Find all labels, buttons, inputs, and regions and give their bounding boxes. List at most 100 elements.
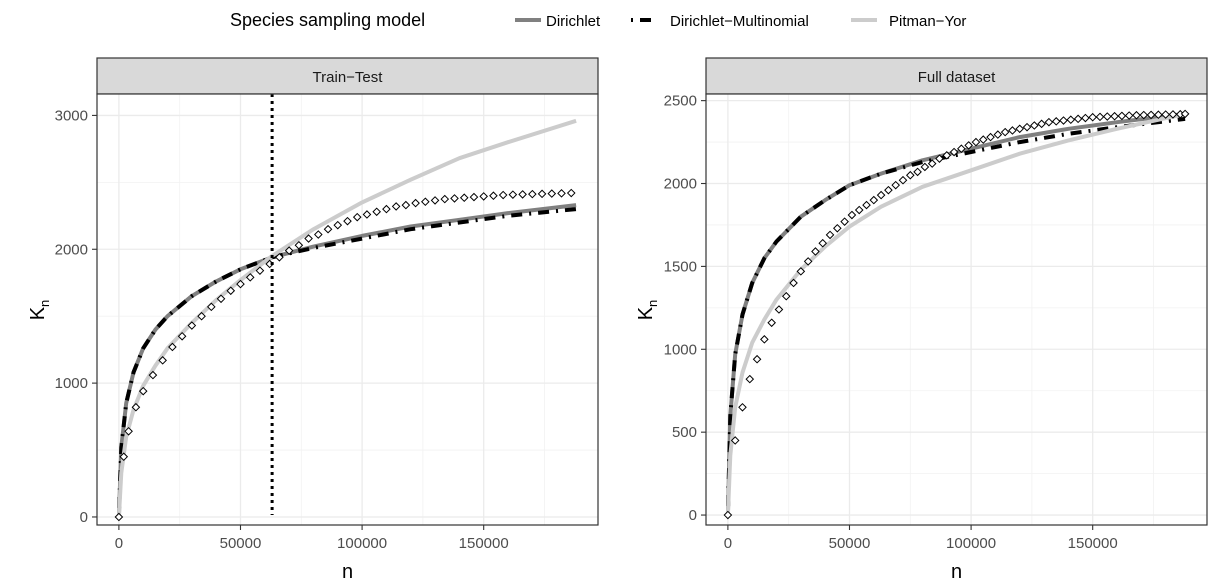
panel-train-test: Train−Test 0 50000 100000 150000 0 1000 2000 30…: [27, 57, 599, 583]
observed-point: [847, 210, 857, 220]
series-line-dirichlet: [725, 111, 1186, 516]
observed-point: [469, 192, 479, 202]
observed-point: [927, 159, 937, 168]
plot-border: [96, 93, 599, 526]
series-line-pitman-yor: [725, 111, 1186, 516]
observed-point: [187, 321, 197, 330]
x-tick-label: 100000: [337, 535, 387, 552]
strip-label: Full dataset: [918, 69, 996, 86]
observed-point: [1095, 112, 1105, 122]
observed-point: [547, 189, 557, 198]
observed-point: [566, 188, 576, 198]
observed-point: [957, 144, 966, 154]
plot-border: [705, 93, 1208, 526]
grid: [97, 94, 598, 525]
observed-point: [723, 510, 733, 520]
observed-point: [1088, 112, 1098, 122]
y-axis-title-sub: n: [37, 300, 52, 307]
observed-point: [362, 210, 372, 219]
observed-point: [411, 198, 420, 208]
panel-full-dataset: Full dataset 0 50000 100000 150000 0 500 1000 1…: [635, 57, 1208, 583]
observed-point: [226, 286, 236, 296]
plot-background: [97, 94, 598, 525]
observed-point: [124, 426, 133, 436]
observed-point: [236, 279, 245, 289]
observed-point: [440, 194, 450, 204]
observed-point: [1059, 116, 1068, 125]
y-tick-label: 3000: [55, 107, 88, 124]
observed-point: [978, 135, 988, 144]
legend: Species sampling model Dirichlet Dirichl…: [230, 10, 966, 30]
observed-point: [119, 452, 129, 462]
observed-point: [1051, 117, 1061, 126]
y-axis-title-sub: n: [645, 300, 660, 307]
y-tick-label: 500: [672, 424, 697, 441]
observed-point: [789, 278, 798, 288]
observed-point: [245, 273, 255, 282]
observed-point: [1180, 109, 1190, 119]
legend-label-dirichlet: Dirichlet: [546, 13, 601, 30]
x-tick-label: 100000: [946, 535, 996, 552]
y-tick-label: 2000: [55, 241, 88, 258]
observed-point: [833, 223, 842, 233]
observed-point: [177, 331, 187, 341]
observed-point: [1037, 119, 1046, 129]
observed-point: [905, 170, 915, 180]
observed-point: [304, 234, 313, 243]
observed-point: [333, 220, 343, 230]
observed-point: [148, 370, 158, 380]
x-axis-title: n: [951, 561, 962, 583]
observed-point: [738, 402, 747, 412]
observed-point: [891, 180, 901, 190]
y-axis-title: Kn: [27, 300, 52, 321]
observed-point: [1124, 111, 1134, 120]
observed-point: [1110, 111, 1119, 121]
observed-point: [884, 185, 893, 195]
x-tick-label: 50000: [220, 535, 262, 552]
observed-point: [479, 192, 489, 201]
observed-point: [796, 267, 806, 276]
observed-point: [876, 190, 886, 200]
observed-point: [1008, 126, 1017, 135]
observed-point: [206, 302, 216, 312]
observed-point: [745, 374, 755, 384]
series-line-dirichlet-multinomial: [116, 207, 577, 518]
observed-point: [294, 240, 304, 250]
observed-point: [197, 311, 206, 321]
observed-point: [284, 246, 294, 255]
y-tick-label: 1500: [664, 258, 697, 275]
observed-point: [401, 200, 411, 210]
observed-point: [430, 196, 440, 205]
y-axis-title-main: K: [27, 306, 49, 320]
legend-label-pitman-yor: Pitman−Yor: [889, 13, 966, 30]
strip-label: Train−Test: [313, 69, 384, 86]
observed-point: [913, 167, 922, 177]
observed-point: [391, 202, 401, 211]
y-axis-title-main: K: [635, 306, 657, 320]
axis-ticks: 0 50000 100000 150000 0 500 1000 1500 2000 2500: [664, 93, 1118, 552]
axis-ticks: 0 50000 100000 150000 0 1000 2000 3000: [55, 107, 509, 552]
observed-point: [1022, 122, 1032, 132]
observed-point: [323, 224, 333, 234]
observed-point: [314, 230, 323, 239]
observed-point: [854, 205, 864, 215]
observed-point: [158, 356, 167, 365]
observed-point: [1073, 114, 1083, 124]
observed-point: [489, 191, 498, 201]
observed-point: [760, 335, 769, 344]
x-tick-label: 0: [724, 535, 732, 552]
observed-point: [1030, 121, 1039, 130]
observed-point: [352, 212, 362, 222]
observed-point: [1102, 112, 1112, 121]
observed-point: [138, 386, 148, 396]
observed-point: [781, 291, 791, 301]
observed-point: [1000, 127, 1010, 137]
observed-point: [942, 151, 952, 160]
observed-point: [949, 147, 959, 157]
observed-point: [1066, 115, 1076, 125]
observed-point: [971, 137, 981, 147]
observed-point: [825, 230, 835, 240]
observed-point: [774, 305, 784, 314]
observed-point: [372, 207, 381, 217]
y-tick-label: 2000: [664, 176, 697, 193]
